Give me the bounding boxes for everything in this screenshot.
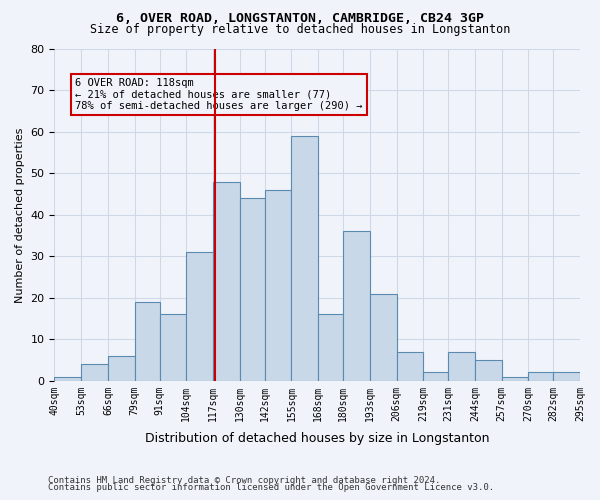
Text: Contains HM Land Registry data © Crown copyright and database right 2024.: Contains HM Land Registry data © Crown c… bbox=[48, 476, 440, 485]
Text: Size of property relative to detached houses in Longstanton: Size of property relative to detached ho… bbox=[90, 22, 510, 36]
Bar bbox=[81, 364, 108, 381]
Bar bbox=[213, 182, 240, 381]
Bar bbox=[160, 314, 187, 381]
Bar bbox=[108, 356, 135, 381]
Bar bbox=[187, 252, 213, 381]
Bar bbox=[135, 302, 160, 381]
Bar bbox=[502, 376, 529, 381]
Bar bbox=[424, 372, 448, 381]
X-axis label: Distribution of detached houses by size in Longstanton: Distribution of detached houses by size … bbox=[145, 432, 490, 445]
Bar bbox=[529, 372, 553, 381]
Bar bbox=[265, 190, 292, 381]
Bar bbox=[475, 360, 502, 381]
Bar bbox=[397, 352, 424, 381]
Bar bbox=[318, 314, 343, 381]
Text: Contains public sector information licensed under the Open Government Licence v3: Contains public sector information licen… bbox=[48, 484, 494, 492]
Bar bbox=[553, 372, 580, 381]
Text: 6, OVER ROAD, LONGSTANTON, CAMBRIDGE, CB24 3GP: 6, OVER ROAD, LONGSTANTON, CAMBRIDGE, CB… bbox=[116, 12, 484, 26]
Bar bbox=[448, 352, 475, 381]
Bar bbox=[343, 232, 370, 381]
Bar bbox=[370, 294, 397, 381]
Text: 6 OVER ROAD: 118sqm
← 21% of detached houses are smaller (77)
78% of semi-detach: 6 OVER ROAD: 118sqm ← 21% of detached ho… bbox=[75, 78, 362, 111]
Y-axis label: Number of detached properties: Number of detached properties bbox=[15, 127, 25, 302]
Bar bbox=[292, 136, 318, 381]
Bar bbox=[240, 198, 265, 381]
Bar bbox=[55, 376, 81, 381]
